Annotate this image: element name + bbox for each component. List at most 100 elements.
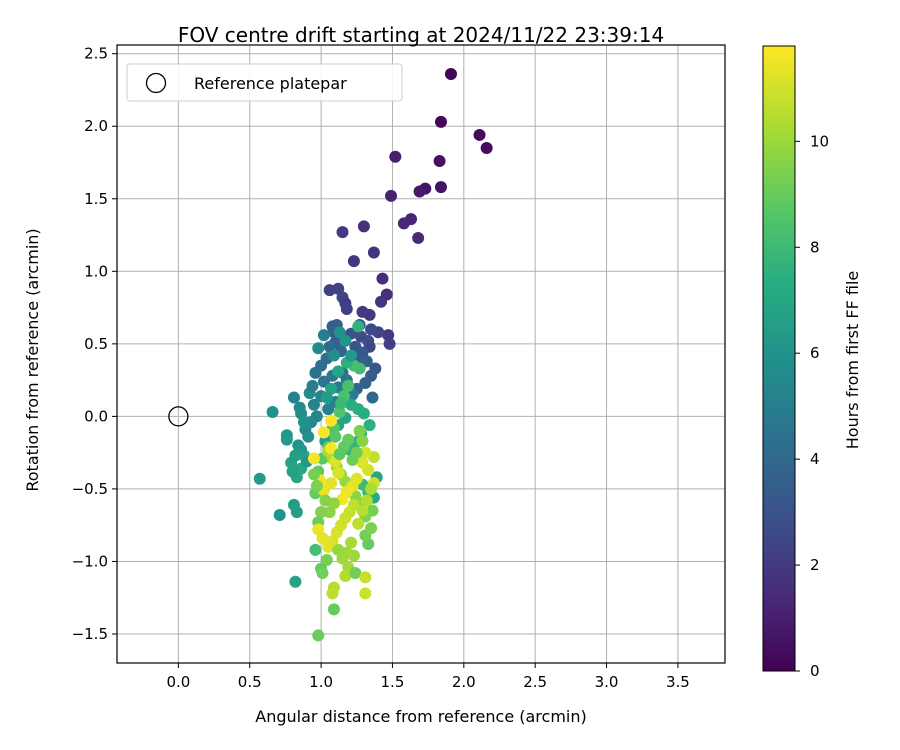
data-point <box>359 377 372 390</box>
x-axis-label: Angular distance from reference (arcmin) <box>255 707 586 726</box>
y-tick-label: 1.5 <box>84 190 108 208</box>
data-point <box>353 424 366 437</box>
data-point <box>360 494 373 507</box>
x-tick-label: 3.0 <box>595 673 619 691</box>
data-point <box>332 543 345 556</box>
colorbar-tick-label: 2 <box>810 556 820 574</box>
y-tick-label: −1.5 <box>72 625 108 643</box>
data-point <box>332 365 345 378</box>
y-tick-label: −0.5 <box>72 480 108 498</box>
plot-frame <box>116 44 726 664</box>
data-point <box>323 506 336 519</box>
data-point <box>253 472 266 485</box>
data-point <box>363 419 376 432</box>
data-point <box>357 407 370 420</box>
data-point <box>319 494 332 507</box>
x-axis-ticks: 0.0 0.5 1.0 1.5 2.0 2.5 3.0 3.5 <box>166 663 690 691</box>
x-tick-label: 2.0 <box>452 673 476 691</box>
colorbar-ticks: 0 2 4 6 8 10 <box>795 132 829 680</box>
data-point <box>317 329 330 342</box>
data-point <box>289 449 302 462</box>
x-tick-label: 3.5 <box>666 673 690 691</box>
colorbar-gradient <box>762 45 796 672</box>
data-point <box>286 465 299 478</box>
data-point <box>335 397 348 410</box>
legend-entry-reference-platepar: Reference platepar <box>194 74 347 93</box>
reference-platepar-marker <box>168 406 189 427</box>
data-point <box>366 391 379 404</box>
data-point <box>273 509 286 522</box>
y-tick-label: 1.0 <box>84 262 108 280</box>
x-tick-label: 0.0 <box>166 673 190 691</box>
data-point <box>336 226 349 239</box>
data-point <box>320 391 333 404</box>
data-point <box>289 575 302 588</box>
x-tick-label: 2.5 <box>523 673 547 691</box>
data-point <box>320 554 333 566</box>
data-point <box>444 68 457 81</box>
data-point <box>349 567 362 580</box>
data-point <box>367 246 380 259</box>
data-point <box>359 571 372 584</box>
data-point <box>412 231 425 244</box>
data-point <box>347 498 360 511</box>
data-point <box>473 128 486 141</box>
data-point <box>356 435 369 448</box>
chart-title: FOV centre drift starting at 2024/11/22 … <box>178 23 664 47</box>
data-point <box>327 603 340 616</box>
data-point <box>345 349 358 362</box>
data-point <box>345 536 358 549</box>
colorbar: 0 2 4 6 8 10 Hours from first FF file <box>762 45 862 680</box>
data-point <box>266 406 279 419</box>
colorbar-tick-label: 0 <box>810 662 820 680</box>
data-point <box>326 587 339 600</box>
y-tick-label: −1.0 <box>72 552 108 570</box>
data-point <box>317 426 330 439</box>
data-point <box>356 456 369 469</box>
data-point <box>327 349 340 362</box>
data-point <box>340 303 353 316</box>
data-point <box>325 442 338 455</box>
data-point <box>312 629 325 642</box>
data-point <box>356 504 369 517</box>
data-point <box>413 185 426 198</box>
data-point <box>333 448 346 461</box>
colorbar-tick-label: 6 <box>810 344 820 362</box>
data-point <box>346 453 359 466</box>
data-point <box>329 430 342 443</box>
colorbar-tick-label: 10 <box>810 132 829 150</box>
x-tick-label: 1.5 <box>381 673 405 691</box>
data-point <box>376 272 389 285</box>
data-point <box>307 468 320 481</box>
data-point <box>309 366 322 379</box>
data-point <box>356 305 369 318</box>
data-point <box>339 569 352 582</box>
colorbar-label: Hours from first FF file <box>843 271 862 450</box>
data-point <box>347 255 360 268</box>
data-point <box>389 150 402 163</box>
data-point <box>352 320 365 333</box>
grid <box>117 45 725 663</box>
data-point <box>316 532 329 545</box>
colorbar-tick-label: 8 <box>810 238 820 256</box>
data-point <box>357 220 370 233</box>
data-point <box>433 155 446 168</box>
data-point <box>310 480 323 493</box>
data-point <box>359 446 372 459</box>
data-point <box>352 517 365 530</box>
data-point <box>322 403 335 416</box>
data-point <box>342 379 355 392</box>
legend-box <box>126 63 403 102</box>
data-point <box>280 433 293 446</box>
data-point <box>306 379 319 392</box>
data-point <box>290 506 303 519</box>
legend-marker-reference-icon <box>145 72 167 94</box>
data-point <box>316 567 329 580</box>
y-axis-ticks: −1.5 −1.0 −0.5 0.0 0.5 1.0 1.5 2.0 2.5 <box>72 45 117 643</box>
data-point <box>287 391 300 404</box>
data-point <box>333 326 346 339</box>
x-tick-label: 1.0 <box>309 673 333 691</box>
data-point <box>339 334 352 347</box>
y-tick-label: 2.0 <box>84 117 108 135</box>
